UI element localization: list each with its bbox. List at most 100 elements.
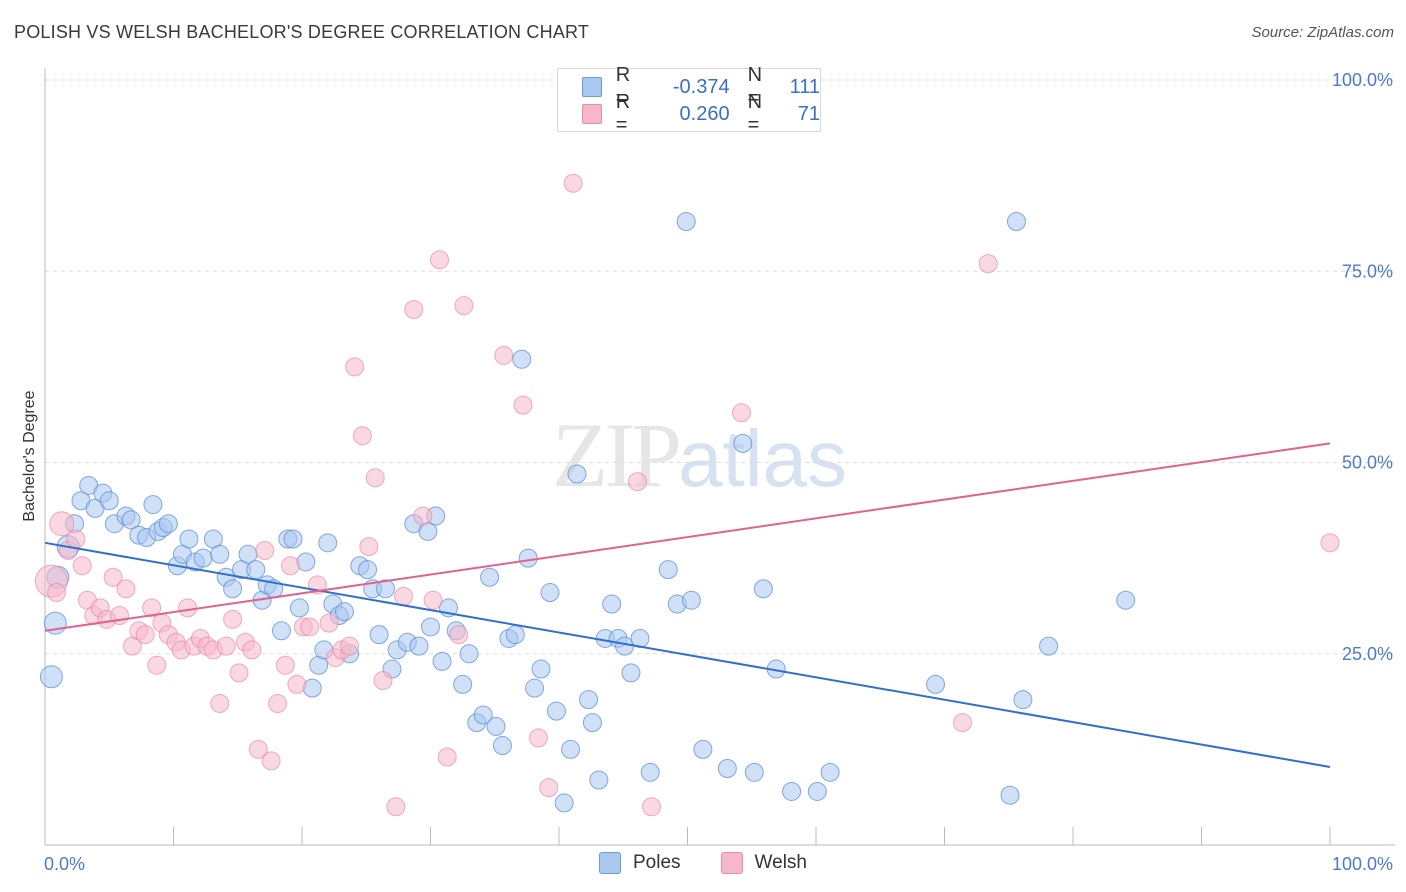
poles-point bbox=[640, 762, 660, 782]
legend-item-poles[interactable]: Poles bbox=[599, 852, 681, 874]
poles-point bbox=[421, 617, 440, 637]
x-tick-label: 0.0% bbox=[44, 854, 85, 874]
r-label: R = bbox=[615, 91, 631, 136]
welsh-point bbox=[223, 609, 243, 629]
welsh-point bbox=[1320, 533, 1340, 553]
welsh-point bbox=[404, 300, 424, 319]
axes bbox=[44, 68, 1395, 846]
watermark-zip: ZIP bbox=[552, 404, 682, 506]
poles-point bbox=[693, 739, 713, 759]
poles-point bbox=[289, 598, 309, 618]
poles-point bbox=[223, 579, 243, 599]
poles-point bbox=[158, 514, 178, 534]
poles-point bbox=[334, 602, 354, 622]
poles-point bbox=[283, 529, 303, 549]
poles-point bbox=[531, 659, 551, 679]
welsh-point bbox=[359, 537, 379, 557]
tick-labels: 25.0% 50.0% 75.0% 100.0% 0.0% 100.0% bbox=[44, 70, 1393, 874]
poles-point bbox=[473, 705, 493, 725]
poles-legend-swatch bbox=[599, 852, 621, 874]
poles-point bbox=[369, 625, 389, 645]
welsh-point bbox=[423, 590, 443, 610]
poles-point bbox=[602, 594, 622, 614]
poles-point bbox=[1013, 690, 1033, 710]
poles-point bbox=[246, 560, 266, 580]
welsh-legend-label: Welsh bbox=[754, 852, 807, 873]
welsh-point bbox=[49, 511, 75, 537]
trend-lines bbox=[44, 442, 1331, 768]
welsh-point bbox=[261, 751, 281, 771]
welsh-point bbox=[340, 636, 360, 656]
welsh-point bbox=[386, 797, 406, 817]
poles-point bbox=[807, 781, 827, 801]
welsh-point bbox=[642, 797, 662, 817]
poles-point bbox=[480, 567, 500, 587]
chart-title: POLISH VS WELSH BACHELOR'S DEGREE CORREL… bbox=[14, 22, 590, 42]
poles-point bbox=[210, 544, 230, 564]
poles-point bbox=[486, 716, 506, 736]
n-label: N = bbox=[747, 64, 763, 109]
n-label: N = bbox=[747, 91, 763, 136]
poles-point bbox=[376, 579, 396, 599]
poles-point bbox=[358, 560, 378, 580]
welsh-point bbox=[352, 426, 372, 446]
correlation-legend: R = -0.374 N = 111 R = 0.260 N = 71 bbox=[557, 64, 821, 136]
poles-point bbox=[561, 739, 581, 759]
poles-point bbox=[271, 621, 291, 641]
welsh-point bbox=[66, 529, 86, 549]
welsh-trend-line bbox=[44, 442, 1331, 632]
series-legend: Poles Welsh bbox=[0, 852, 1406, 874]
poles-point bbox=[733, 433, 753, 453]
welsh-point bbox=[103, 567, 123, 587]
poles-point bbox=[1000, 785, 1020, 805]
welsh-point bbox=[627, 472, 647, 492]
welsh-point bbox=[539, 778, 559, 798]
welsh-point bbox=[952, 713, 972, 733]
poles-trend-line bbox=[44, 541, 1331, 768]
welsh-point bbox=[116, 579, 136, 599]
poles-point bbox=[717, 759, 737, 778]
poles-point bbox=[589, 770, 609, 790]
poles-point bbox=[459, 644, 479, 664]
poles-point bbox=[512, 349, 532, 369]
welsh-point bbox=[229, 663, 249, 683]
poles-swatch bbox=[582, 77, 602, 97]
welsh-point bbox=[147, 655, 167, 675]
poles-point bbox=[820, 762, 840, 782]
n-value: 111 bbox=[789, 75, 820, 98]
source-label: Source: ZipAtlas.com bbox=[1251, 24, 1394, 41]
welsh-point bbox=[345, 357, 365, 377]
poles-point bbox=[453, 674, 473, 694]
welsh-point bbox=[978, 254, 998, 274]
watermark: ZIPatlas bbox=[552, 402, 847, 508]
poles-point bbox=[143, 495, 163, 515]
welsh-point bbox=[248, 739, 268, 759]
poles-point bbox=[525, 678, 545, 698]
welsh-point bbox=[287, 674, 307, 694]
poles-point bbox=[39, 665, 63, 689]
welsh-point bbox=[365, 468, 385, 488]
poles-point bbox=[621, 663, 641, 683]
welsh-point bbox=[563, 173, 583, 193]
welsh-point bbox=[394, 586, 414, 606]
welsh-point bbox=[437, 747, 457, 767]
poles-point bbox=[554, 793, 574, 813]
poles-point bbox=[99, 491, 119, 511]
legend-item-welsh[interactable]: Welsh bbox=[720, 852, 807, 874]
y-tick-label: 75.0% bbox=[1342, 261, 1393, 281]
welsh-point bbox=[135, 625, 155, 645]
welsh-point bbox=[429, 250, 449, 270]
welsh-point bbox=[142, 598, 162, 618]
poles-point bbox=[546, 701, 566, 721]
poles-point bbox=[121, 510, 141, 530]
r-label: R = bbox=[615, 64, 631, 109]
welsh-point bbox=[319, 613, 339, 633]
poles-point bbox=[179, 529, 199, 549]
poles-point bbox=[1116, 590, 1136, 610]
poles-points bbox=[39, 212, 1136, 813]
poles-point bbox=[505, 625, 525, 645]
poles-point bbox=[658, 560, 678, 580]
poles-point bbox=[926, 674, 946, 694]
watermark-atlas: atlas bbox=[678, 414, 847, 503]
